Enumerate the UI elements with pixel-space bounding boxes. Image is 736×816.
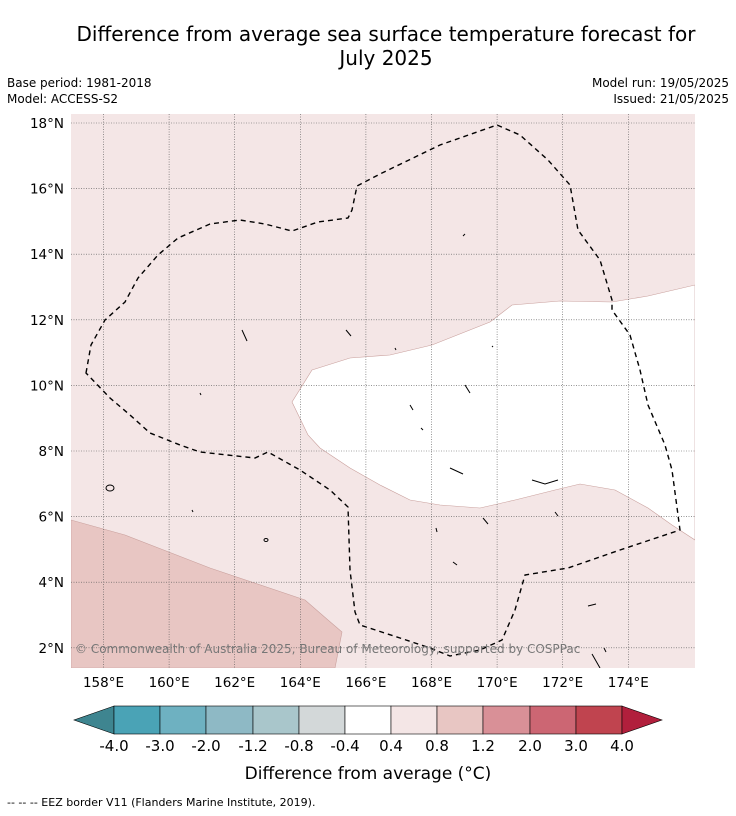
island	[409, 404, 414, 411]
lat-tick-label: 18°N	[30, 116, 64, 132]
island	[462, 233, 466, 237]
colorbar-segment	[252, 705, 300, 735]
island	[199, 392, 202, 396]
footer-note: -- -- -- EEZ border V11 (Flanders Marine…	[7, 796, 316, 809]
lon-tick-label: 166°E	[345, 675, 386, 691]
meta-left: Base period: 1981-2018 Model: ACCESS-S2	[7, 75, 152, 107]
latitude-labels: 18°N 16°N 14°N 12°N 10°N 8°N 6°N 4°N 2°N	[30, 116, 64, 657]
lon-tick-label: 170°E	[477, 675, 518, 691]
base-period: Base period: 1981-2018	[7, 76, 152, 90]
copyright-text: © Commonwealth of Australia 2025, Bureau…	[75, 642, 580, 656]
island	[603, 647, 607, 653]
island	[491, 345, 494, 348]
colorbar-tick: -2.0	[191, 737, 220, 755]
island	[531, 479, 559, 485]
model-run: Model run: 19/05/2025	[591, 76, 729, 90]
lon-tick-label: 162°E	[214, 675, 255, 691]
colorbar-tick: -0.8	[284, 737, 313, 755]
colorbar-under-arrow	[73, 705, 115, 735]
colorbar-segment	[159, 705, 207, 735]
colorbar-tick: 0.4	[379, 737, 403, 755]
islands	[105, 233, 607, 668]
island	[263, 538, 269, 542]
island	[482, 517, 489, 525]
colorbar-segment	[205, 705, 254, 735]
island	[554, 511, 559, 517]
colorbar-tick: -0.4	[330, 737, 359, 755]
colorbar-segment	[344, 705, 392, 735]
colorbar	[73, 705, 663, 735]
lon-tick-label: 158°E	[83, 675, 124, 691]
lat-tick-label: 8°N	[39, 444, 64, 460]
island	[394, 347, 397, 351]
longitude-labels: 158°E 160°E 162°E 164°E 166°E 168°E 170°E 172°E…	[83, 675, 649, 691]
colorbar-segment	[436, 705, 484, 735]
island	[587, 603, 597, 607]
colorbar-tick-labels: -4.0 -3.0 -2.0 -1.2 -0.8 -0.4 0.4 0.8 1.2 2.0 3.0 4…	[99, 737, 634, 755]
lat-tick-label: 12°N	[30, 313, 64, 329]
map-figure: © Commonwealth of Australia 2025, Bureau…	[30, 114, 695, 755]
map-plot-area: © Commonwealth of Australia 2025, Bureau…	[71, 114, 695, 668]
colorbar-tick: -4.0	[99, 737, 128, 755]
lat-tick-label: 10°N	[30, 378, 64, 394]
warm-anomaly-region	[71, 519, 343, 668]
lon-tick-label: 164°E	[280, 675, 321, 691]
lon-tick-label: 168°E	[411, 675, 452, 691]
lat-tick-label: 16°N	[30, 182, 64, 198]
colorbar-segment	[113, 705, 161, 735]
island	[464, 384, 471, 394]
lon-tick-label: 174°E	[608, 675, 649, 691]
colorbar-label: Difference from average (°C)	[244, 764, 492, 784]
colorbar-tick: -1.2	[238, 737, 267, 755]
issued-date: Issued: 21/05/2025	[613, 92, 729, 106]
eez-border	[85, 124, 681, 657]
title-line-2: July 2025	[339, 46, 433, 70]
lon-tick-label: 172°E	[542, 675, 583, 691]
title-line-1: Difference from average sea surface temp…	[76, 22, 696, 46]
colorbar-tick: 1.2	[471, 737, 495, 755]
chart-title: Difference from average sea surface temp…	[40, 22, 732, 70]
map-gridlines	[71, 114, 695, 668]
colorbar-segment	[482, 705, 531, 735]
meta-right: Model run: 19/05/2025 Issued: 21/05/2025	[592, 75, 729, 107]
lat-tick-label: 14°N	[30, 247, 64, 263]
island	[241, 329, 248, 342]
island	[191, 509, 194, 513]
island	[420, 427, 424, 431]
island	[452, 561, 458, 566]
colorbar-tick: 4.0	[610, 737, 634, 755]
lat-tick-label: 6°N	[39, 510, 64, 526]
island	[449, 467, 464, 475]
colorbar-segment	[390, 705, 438, 735]
lon-tick-label: 160°E	[149, 675, 190, 691]
island	[435, 527, 438, 533]
lat-tick-label: 2°N	[39, 641, 64, 657]
colorbar-segment	[575, 705, 623, 735]
island	[591, 653, 601, 668]
neutral-anomaly-region	[291, 284, 695, 541]
colorbar-tick: 2.0	[518, 737, 542, 755]
colorbar-segment	[298, 705, 346, 735]
island	[345, 329, 352, 337]
colorbar-tick: 3.0	[564, 737, 588, 755]
colorbar-tick: 0.8	[425, 737, 449, 755]
model-name: Model: ACCESS-S2	[7, 92, 119, 106]
island	[105, 484, 115, 492]
colorbar-over-arrow	[621, 705, 663, 735]
colorbar-tick: -3.0	[145, 737, 174, 755]
lat-tick-label: 4°N	[39, 575, 64, 591]
colorbar-segment	[529, 705, 577, 735]
